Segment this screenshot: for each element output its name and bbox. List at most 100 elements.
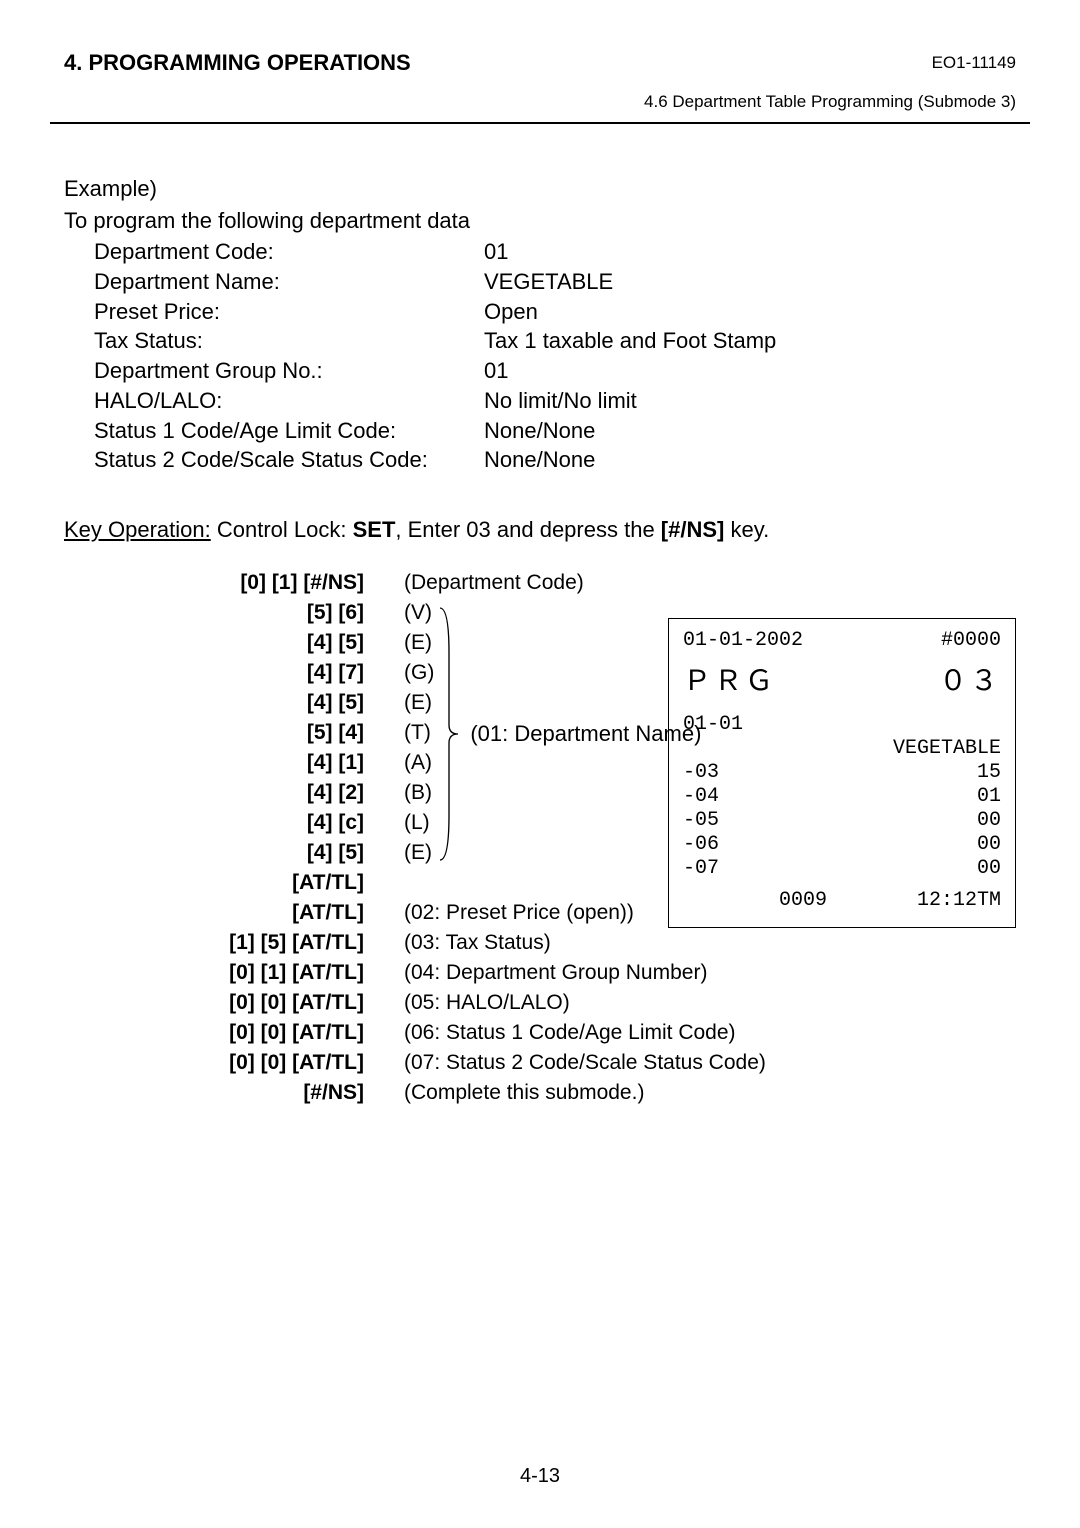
- dept-value: No limit/No limit: [484, 386, 637, 416]
- receipt-line-r: 00: [977, 857, 1001, 881]
- receipt-line-r: 00: [977, 833, 1001, 857]
- dept-row: Department Name: VEGETABLE: [94, 267, 1016, 297]
- key-left: [5] [6]: [64, 599, 404, 627]
- dept-label: Tax Status:: [94, 326, 484, 356]
- key-right: (Department Code): [404, 569, 584, 597]
- key-left: [4] [1]: [64, 749, 404, 777]
- key-op-text2: , Enter 03 and depress the: [395, 517, 660, 542]
- key-row: [4] [c] (L): [64, 809, 434, 839]
- key-row: [0] [0] [AT/TL] (06: Status 1 Code/Age L…: [64, 1019, 766, 1049]
- key-row: [0] [0] [AT/TL] (07: Status 2 Code/Scale…: [64, 1049, 766, 1079]
- dept-table: Department Code: 01 Department Name: VEG…: [94, 237, 1016, 475]
- dept-value: 01: [484, 356, 508, 386]
- key-left: [0] [0] [AT/TL]: [64, 1049, 404, 1077]
- key-left: [4] [5]: [64, 839, 404, 867]
- dept-label: Status 1 Code/Age Limit Code:: [94, 416, 484, 446]
- section-title: 4. PROGRAMMING OPERATIONS: [64, 50, 411, 76]
- key-left: [4] [2]: [64, 779, 404, 807]
- dept-label: Department Group No.:: [94, 356, 484, 386]
- key-row: [0] [1] [#/NS] (Department Code): [64, 569, 766, 599]
- key-letter: (B): [404, 779, 432, 807]
- dept-value: None/None: [484, 445, 595, 475]
- dept-value: Tax 1 taxable and Foot Stamp: [484, 326, 776, 356]
- receipt-indent: [683, 737, 779, 761]
- dept-row: Department Code: 01: [94, 237, 1016, 267]
- key-row: [0] [1] [AT/TL] (04: Department Group Nu…: [64, 959, 766, 989]
- key-right: (07: Status 2 Code/Scale Status Code): [404, 1049, 766, 1077]
- key-letter: (A): [404, 749, 432, 777]
- dept-label: Status 2 Code/Scale Status Code:: [94, 445, 484, 475]
- key-right: (05: HALO/LALO): [404, 989, 570, 1017]
- key-row: [4] [1] (A): [64, 749, 434, 779]
- brace-label: (01: Department Name): [470, 719, 701, 749]
- key-op-bold2: [#/NS]: [661, 517, 725, 542]
- dept-label: Department Code:: [94, 237, 484, 267]
- receipt-line-l: -05: [683, 809, 719, 833]
- receipt-seq: #0000: [941, 629, 1001, 653]
- key-row: [5] [4] (T): [64, 719, 434, 749]
- receipt-line-l: -07: [683, 857, 719, 881]
- dept-row: Status 2 Code/Scale Status Code: None/No…: [94, 445, 1016, 475]
- key-op-bold: SET: [353, 517, 396, 542]
- key-row: [4] [5] (E): [64, 629, 434, 659]
- dept-row: Department Group No.: 01: [94, 356, 1016, 386]
- key-left: [#/NS]: [64, 1079, 404, 1107]
- key-letter: (T): [404, 719, 431, 747]
- key-row: [4] [5] (E): [64, 839, 434, 869]
- dept-value: 01: [484, 237, 508, 267]
- receipt-dept: 01-01: [683, 713, 743, 737]
- key-letter: (V): [404, 599, 432, 627]
- key-row: [5] [6] (V): [64, 599, 434, 629]
- dept-label: HALO/LALO:: [94, 386, 484, 416]
- receipt-date: 01-01-2002: [683, 629, 803, 653]
- key-row: [AT/TL] (02: Preset Price (open)): [64, 899, 766, 929]
- key-row: [4] [5] (E): [64, 689, 434, 719]
- receipt-trans: 0009: [779, 889, 827, 912]
- dept-row: Preset Price: Open: [94, 297, 1016, 327]
- dept-value: VEGETABLE: [484, 267, 613, 297]
- receipt-prg: ＰＲＧ: [683, 667, 776, 701]
- key-row: [AT/TL]: [64, 869, 766, 899]
- dept-label: Preset Price:: [94, 297, 484, 327]
- receipt-printout: 01-01-2002 #0000 ＰＲＧ ０３ 01-01 VEGETABLE …: [668, 618, 1016, 928]
- receipt-line-r: 15: [977, 761, 1001, 785]
- doc-code: EO1-11149: [932, 53, 1016, 73]
- dept-row: Tax Status: Tax 1 taxable and Foot Stamp: [94, 326, 1016, 356]
- key-letter: (L): [404, 809, 430, 837]
- key-op-text3: key.: [724, 517, 769, 542]
- receipt-mode: ０３: [939, 667, 1001, 701]
- key-left: [1] [5] [AT/TL]: [64, 929, 404, 957]
- receipt-indent: 0009: [683, 889, 827, 913]
- key-left: [AT/TL]: [64, 869, 404, 897]
- key-letter: (G): [404, 659, 434, 687]
- dept-value: Open: [484, 297, 538, 327]
- example-title: Example): [64, 174, 1016, 204]
- key-letter: (E): [404, 839, 432, 867]
- key-left: [4] [c]: [64, 809, 404, 837]
- key-left: [4] [7]: [64, 659, 404, 687]
- key-row: [1] [5] [AT/TL] (03: Tax Status): [64, 929, 766, 959]
- key-row: [#/NS] (Complete this submode.): [64, 1079, 766, 1109]
- key-row: [4] [7] (G): [64, 659, 434, 689]
- key-left: [5] [4]: [64, 719, 404, 747]
- receipt-time: 12:12TM: [917, 889, 1001, 913]
- key-operation: Key Operation: Control Lock: SET, Enter …: [64, 515, 1016, 545]
- key-right: (04: Department Group Number): [404, 959, 707, 987]
- key-left: [0] [1] [#/NS]: [64, 569, 404, 597]
- program-line: To program the following department data: [64, 206, 1016, 236]
- dept-row: HALO/LALO: No limit/No limit: [94, 386, 1016, 416]
- receipt-line-r: 00: [977, 809, 1001, 833]
- key-op-text: Control Lock:: [211, 517, 353, 542]
- key-row: [0] [0] [AT/TL] (05: HALO/LALO): [64, 989, 766, 1019]
- brace-icon: [434, 599, 464, 869]
- dept-label: Department Name:: [94, 267, 484, 297]
- key-right: (Complete this submode.): [404, 1079, 644, 1107]
- receipt-line-r: 01: [977, 785, 1001, 809]
- key-left: [0] [0] [AT/TL]: [64, 989, 404, 1017]
- key-operation-label: Key Operation:: [64, 517, 211, 542]
- key-left: [0] [1] [AT/TL]: [64, 959, 404, 987]
- key-right: (02: Preset Price (open)): [404, 899, 634, 927]
- key-right: (03: Tax Status): [404, 929, 551, 957]
- page-number: 4-13: [0, 1465, 1080, 1488]
- key-left: [4] [5]: [64, 689, 404, 717]
